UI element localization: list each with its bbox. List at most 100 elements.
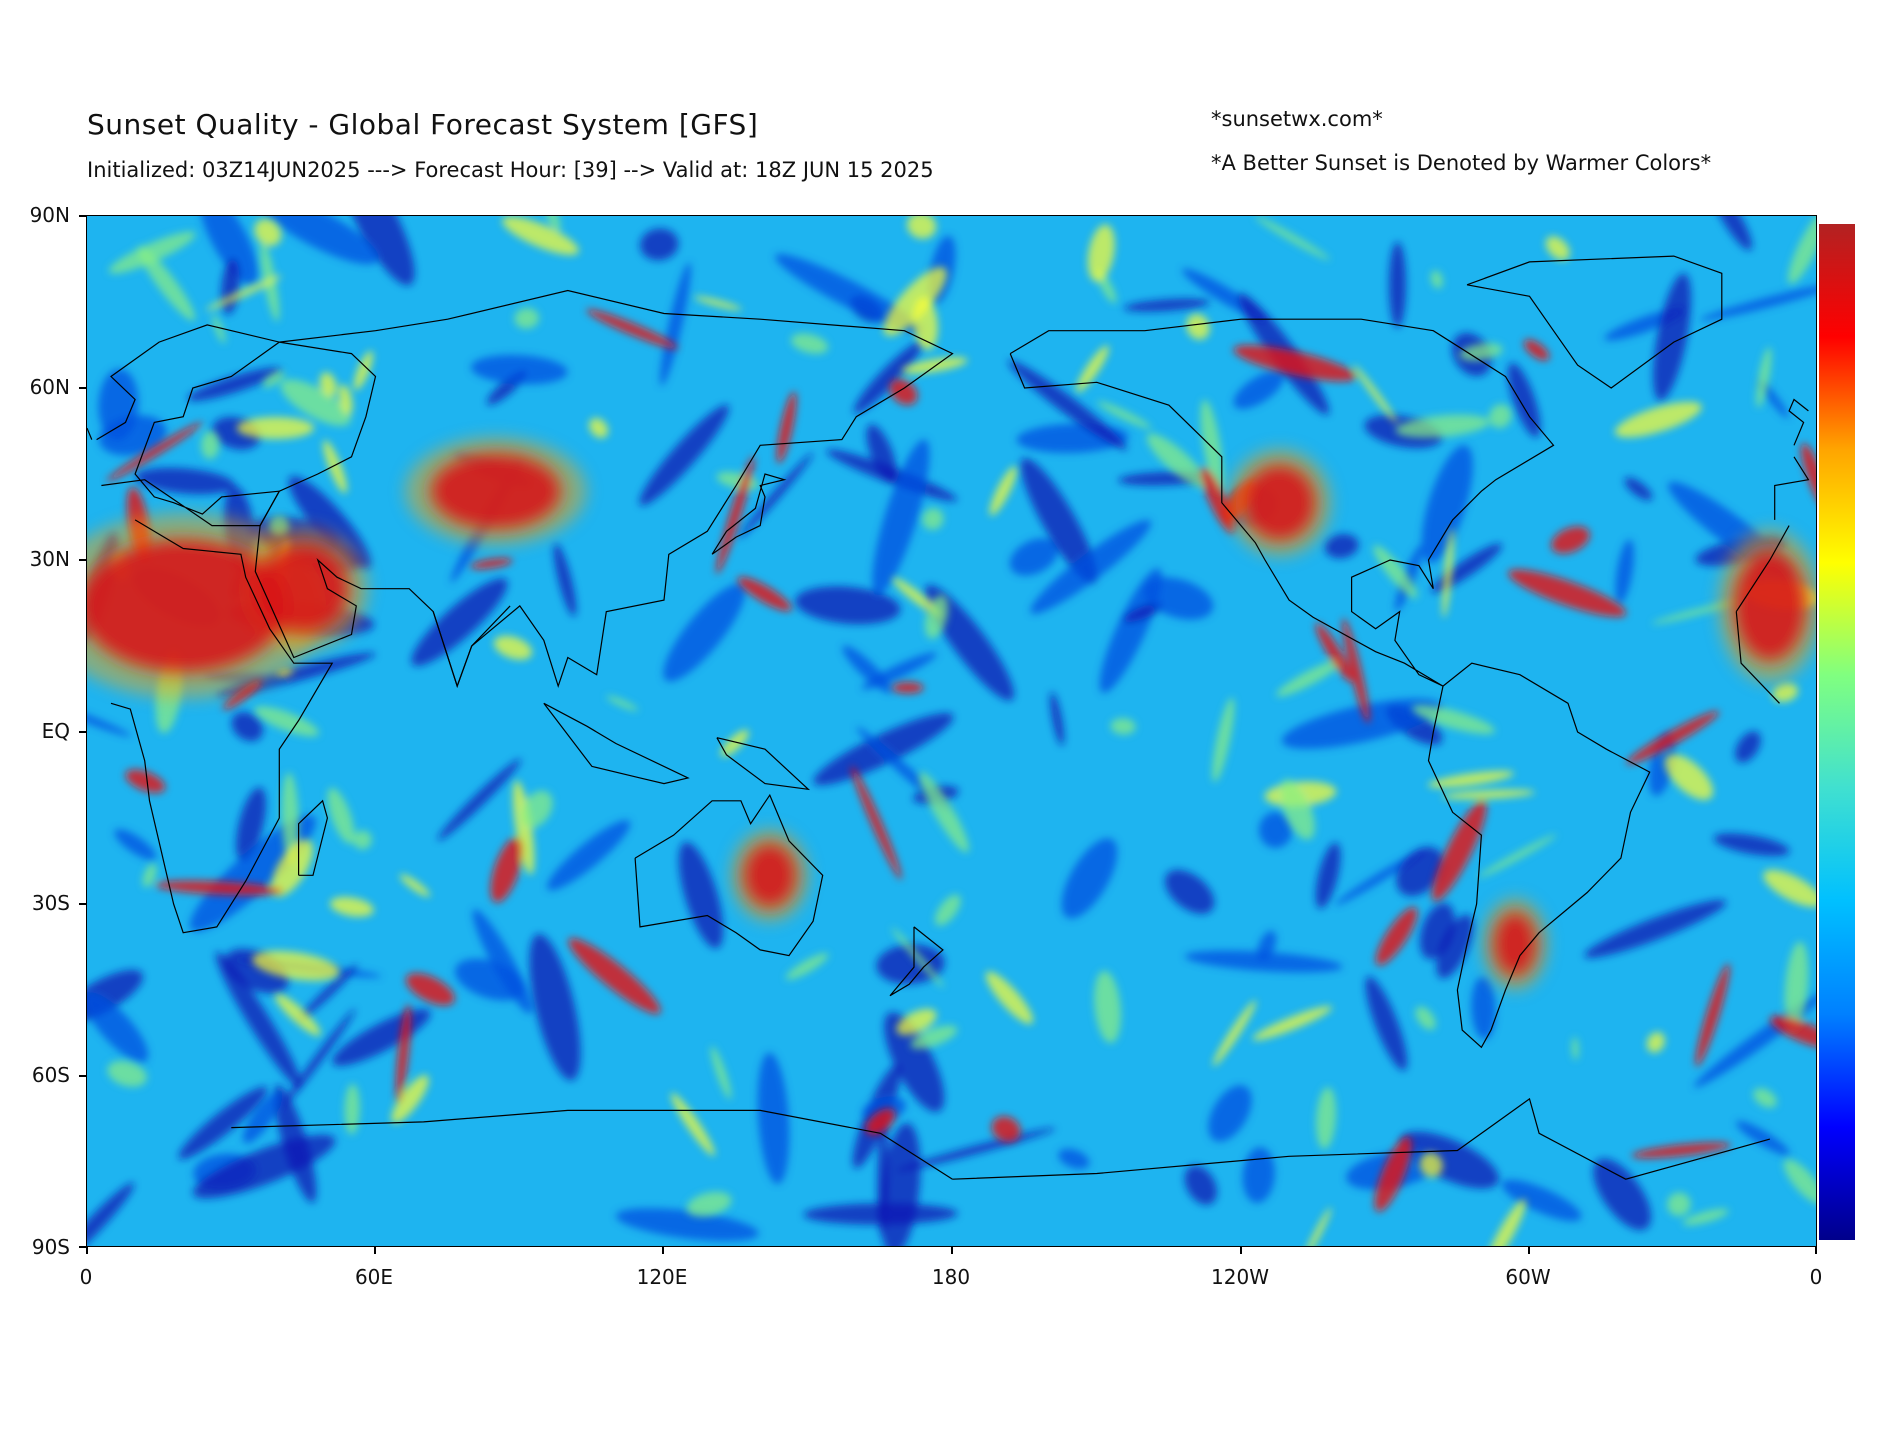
hot-streak	[154, 880, 284, 896]
y-tick	[79, 215, 86, 217]
cloud-band	[472, 909, 533, 1014]
hot-streak	[776, 391, 797, 464]
warm-patch	[1753, 1088, 1777, 1108]
cloud-band	[529, 933, 581, 1081]
hot-streak	[1551, 526, 1590, 554]
cloud-band	[1009, 538, 1059, 576]
warm-patch	[606, 695, 639, 711]
warm-patch	[1571, 1036, 1579, 1061]
cloud-band	[853, 341, 923, 414]
warm-patch	[896, 1008, 937, 1036]
hot-streak	[865, 1108, 896, 1135]
y-tick-label-60s: 60S	[31, 1063, 70, 1087]
x-tick	[662, 1247, 664, 1254]
colorbar	[1819, 224, 1855, 1240]
hot-region-australia	[740, 840, 799, 910]
cloud-band	[1258, 811, 1293, 849]
newguinea-coast	[716, 737, 811, 791]
cloud-band	[678, 842, 724, 949]
warm-patch	[108, 231, 196, 274]
hot-streak	[737, 576, 792, 612]
x-tick	[1240, 1247, 1242, 1254]
warm-patch	[107, 1060, 147, 1087]
warm-patch	[934, 894, 961, 926]
hot-region-central-asia	[428, 451, 564, 532]
hot-streak	[470, 558, 513, 570]
cloud-band	[1058, 1148, 1090, 1170]
cloud-band	[1735, 731, 1761, 763]
hot-streak	[1374, 1136, 1412, 1212]
hot-streak	[405, 973, 455, 1006]
warm-patch	[1395, 414, 1490, 438]
hot-streak	[586, 309, 679, 349]
hot-streak	[1508, 569, 1627, 617]
hot-streak	[1375, 907, 1418, 966]
chart-subtitle: Initialized: 03Z14JUN2025 ---> Forecast …	[87, 158, 934, 182]
x-tick	[1815, 1247, 1817, 1254]
warm-patch	[353, 830, 372, 850]
cloud-band	[87, 701, 132, 737]
warm-patch	[1212, 697, 1235, 783]
cloud-band	[1233, 370, 1284, 410]
cloud-band	[437, 759, 521, 841]
cloud-band	[1396, 846, 1444, 897]
cloud-band	[1143, 577, 1214, 620]
warm-patch	[319, 372, 337, 397]
hot-streak	[1233, 345, 1357, 382]
warm-patch	[514, 307, 540, 329]
hot-region-us-southwest	[1241, 462, 1318, 543]
x-tick-label-0-end: 0	[1809, 1265, 1823, 1289]
warm-patch	[137, 246, 196, 321]
warm-patch	[985, 971, 1034, 1025]
namerica-coast	[1009, 318, 1555, 687]
warm-patch	[493, 635, 533, 660]
cloud-band	[1389, 241, 1407, 328]
x-tick-label-120e: 120E	[636, 1265, 688, 1289]
hot-streak	[1695, 963, 1730, 1067]
cloud-band	[471, 354, 568, 385]
warm-patch	[1442, 789, 1535, 800]
colorscale-note: *A Better Sunset is Denoted by Warmer Co…	[1211, 151, 1712, 175]
hot-streak	[490, 837, 523, 903]
hot-streak	[1523, 339, 1550, 361]
cloud-band	[1008, 360, 1127, 450]
nz-coast	[889, 926, 944, 997]
warm-patch	[1442, 528, 1454, 618]
cloud-band	[660, 262, 691, 386]
cloud-band	[135, 467, 235, 495]
warm-patch	[280, 379, 351, 426]
warm-patch	[1484, 1199, 1526, 1246]
hot-streak	[1342, 618, 1370, 724]
warm-patch	[512, 780, 535, 875]
cloud-band	[876, 944, 945, 985]
warm-patch	[201, 430, 220, 460]
warm-patch	[1303, 1207, 1332, 1246]
cloud-band	[258, 216, 379, 265]
y-tick-label-30s: 30S	[31, 891, 70, 915]
warm-patch	[1427, 770, 1515, 788]
warm-patch	[1788, 216, 1816, 285]
hot-streak	[1801, 443, 1816, 511]
cloud-band	[1124, 298, 1211, 312]
hot-streak	[851, 766, 902, 880]
warm-patch	[1459, 343, 1503, 361]
cloud-band	[884, 1012, 945, 1112]
warm-patch	[791, 333, 829, 354]
cloud-band	[1020, 458, 1097, 584]
warm-patch	[142, 863, 157, 888]
cloud-band	[114, 829, 157, 860]
hot-streak	[1432, 800, 1487, 902]
warm-patch	[1489, 404, 1512, 429]
warm-patch	[1783, 1159, 1816, 1205]
cloud-band	[877, 1112, 889, 1236]
cloud-band	[1315, 842, 1341, 909]
warm-patch	[399, 874, 431, 897]
warm-patch	[785, 953, 829, 980]
cloud-band	[178, 1086, 268, 1160]
site-credit: *sunsetwx.com*	[1211, 107, 1383, 131]
cloud-band	[1324, 534, 1359, 559]
cloud-band	[192, 1134, 336, 1199]
warm-patch	[891, 927, 944, 988]
indonesia-coast	[543, 702, 690, 785]
hot-streak	[395, 1003, 411, 1104]
